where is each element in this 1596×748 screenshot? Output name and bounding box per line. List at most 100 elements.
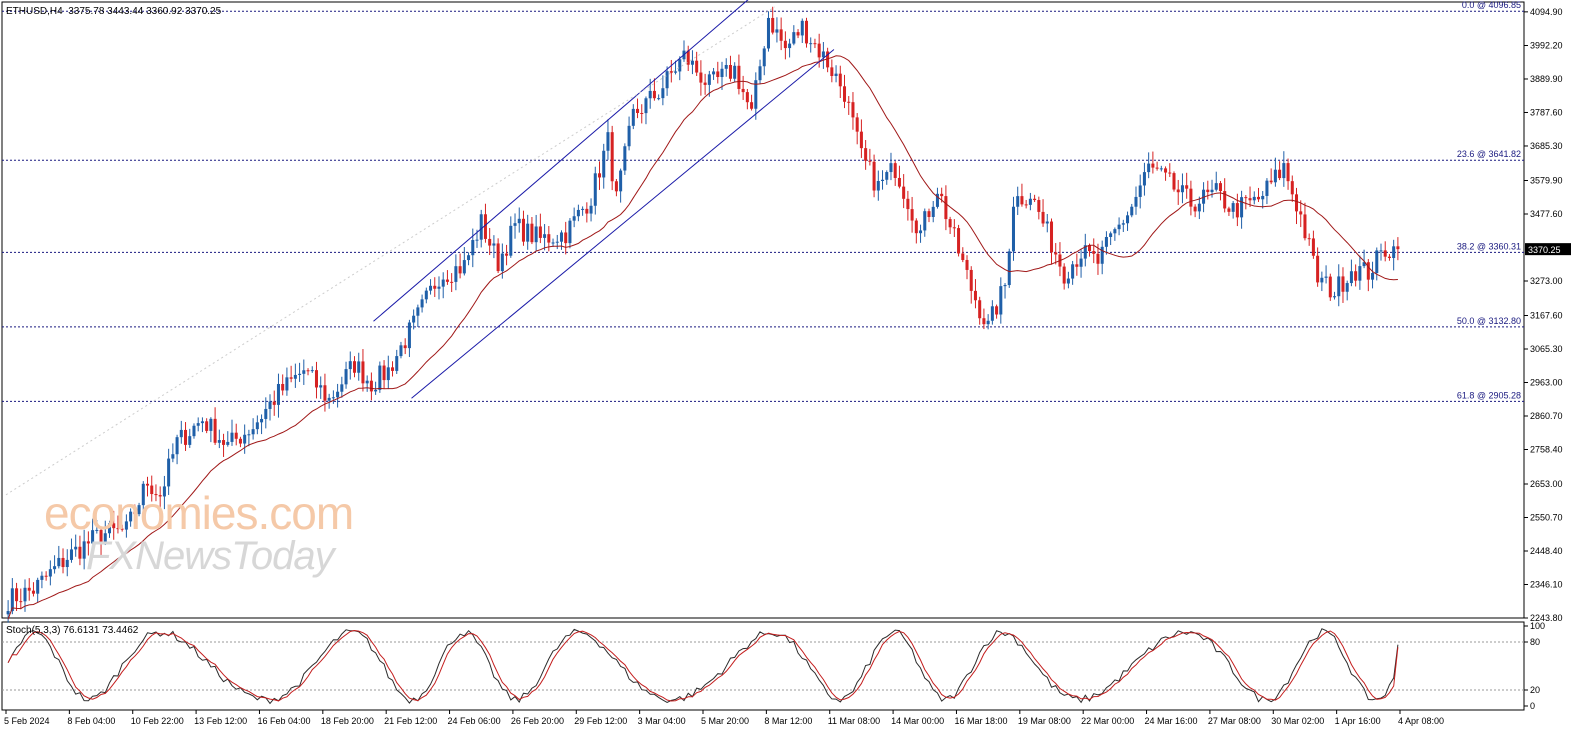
channel-upper-line: [373, 0, 749, 322]
candle-body: [91, 530, 95, 544]
time-tick-label: 26 Feb 20:00: [511, 716, 564, 726]
candle-body: [441, 279, 445, 287]
candle-body: [952, 227, 956, 229]
candle-body: [31, 590, 35, 594]
candle-body: [247, 434, 251, 436]
candle-body: [766, 17, 770, 49]
candle-body: [137, 505, 141, 515]
time-tick-label: 22 Mar 00:00: [1081, 716, 1134, 726]
candle-body: [340, 384, 344, 392]
candle-body: [479, 214, 483, 240]
candle-body: [298, 373, 302, 375]
candle-body: [1261, 195, 1265, 200]
candle-body: [407, 322, 411, 349]
candle-body: [965, 259, 969, 270]
time-tick-label: 27 Mar 08:00: [1208, 716, 1261, 726]
time-tick-label: 11 Mar 08:00: [828, 716, 880, 726]
time-tick-label: 8 Feb 04:00: [67, 716, 115, 726]
candle-body: [902, 186, 906, 199]
candle-body: [1049, 221, 1054, 253]
candle-body: [1223, 191, 1227, 209]
candle-body: [961, 253, 965, 260]
candle-body: [640, 112, 644, 114]
candle-body: [391, 367, 395, 371]
candle-body: [559, 232, 563, 242]
candle-body: [1227, 208, 1231, 212]
candle-body: [200, 421, 204, 424]
candle-body: [238, 438, 242, 444]
stoch-tick-label: 80: [1530, 637, 1540, 647]
candle-body: [213, 418, 217, 443]
time-tick-label: 29 Feb 12:00: [574, 716, 627, 726]
candle-body: [124, 521, 128, 530]
candle-body: [133, 511, 137, 515]
candle-body: [319, 385, 323, 388]
candle-body: [543, 234, 547, 238]
candle-body: [674, 71, 678, 73]
candle-body: [758, 66, 762, 81]
candle-body: [944, 196, 948, 220]
symbol-label: ETHUSD,H4: [6, 6, 63, 17]
price-tick-label: 3477.60: [1530, 209, 1563, 219]
fib-trend-line: [5, 6, 776, 496]
candle-body: [995, 306, 999, 315]
candle-body: [1079, 258, 1083, 267]
candle-body: [374, 389, 378, 392]
candle-body: [399, 345, 403, 357]
candle-body: [1303, 214, 1307, 239]
candle-body: [1075, 264, 1079, 267]
candle-body: [344, 369, 348, 385]
candle-body: [1387, 256, 1391, 259]
candle-body: [1206, 189, 1210, 193]
candle-body: [1358, 266, 1362, 281]
candle-body: [678, 59, 682, 72]
candle-body: [361, 361, 365, 384]
candle-body: [1011, 206, 1015, 252]
stoch-tick-label: 20: [1530, 685, 1540, 695]
candle-body: [416, 307, 420, 316]
candle-body: [838, 73, 842, 87]
candle-body: [855, 117, 859, 132]
time-tick-label: 16 Feb 04:00: [257, 716, 310, 726]
candle-body: [648, 90, 652, 99]
time-tick-label: 10 Feb 22:00: [131, 716, 184, 726]
candle-body: [179, 429, 183, 438]
price-tick-label: 2653.00: [1530, 479, 1563, 489]
candle-body: [1016, 196, 1020, 207]
time-tick-label: 8 Mar 12:00: [764, 716, 812, 726]
candle-body: [74, 546, 78, 550]
candle-body: [1256, 196, 1260, 200]
candle-body: [906, 198, 910, 210]
candle-body: [36, 579, 40, 594]
candle-body: [492, 243, 496, 246]
candle-body: [1240, 197, 1244, 218]
candle-body: [1244, 197, 1248, 199]
ohlc-values: 3375.78 3443.44 3360.92 3370.25: [68, 6, 222, 17]
candle-body: [78, 546, 82, 559]
candle-body: [1316, 255, 1320, 283]
candle-body: [606, 132, 610, 151]
candle-body: [804, 20, 809, 44]
time-tick-label: 24 Feb 06:00: [448, 716, 501, 726]
candle-body: [276, 383, 280, 405]
candle-body: [1020, 196, 1024, 205]
candle-body: [581, 208, 585, 210]
time-tick-label: 4 Apr 08:00: [1398, 716, 1444, 726]
candle-body: [982, 318, 986, 325]
time-tick-label: 21 Feb 12:00: [384, 716, 437, 726]
candle-body: [990, 306, 994, 321]
candle-body: [509, 225, 513, 256]
candle-body: [530, 223, 534, 243]
candle-body: [217, 440, 221, 443]
candle-body: [310, 370, 314, 372]
candle-body: [293, 374, 297, 379]
time-tick-label: 1 Apr 16:00: [1335, 716, 1381, 726]
stoch-main-line: [7, 628, 1399, 705]
candle-body: [234, 432, 238, 439]
candle-body: [327, 397, 331, 401]
candle-body: [1151, 163, 1155, 168]
candle-body: [1383, 250, 1387, 257]
candle-body: [1130, 206, 1134, 216]
